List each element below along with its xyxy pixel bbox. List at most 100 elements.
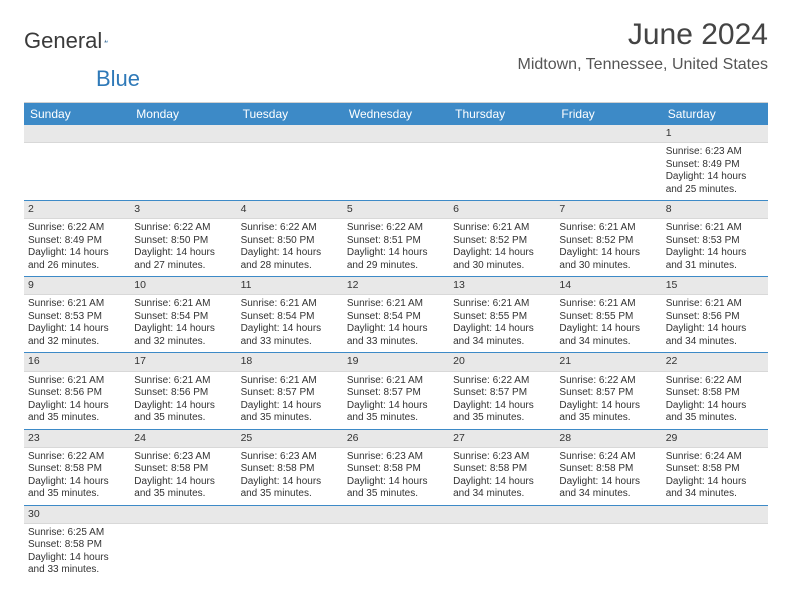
sunset-text: Sunset: 8:53 PM [28,311,126,324]
day-cell: 21Sunrise: 6:22 AMSunset: 8:57 PMDayligh… [555,353,661,428]
sunset-text: Sunset: 8:49 PM [28,235,126,248]
sunrise-text: Sunrise: 6:22 AM [28,451,126,464]
sunset-text: Sunset: 8:58 PM [241,463,339,476]
day-number: 24 [130,430,236,448]
daylight-text: Daylight: 14 hours and 29 minutes. [347,247,445,272]
weeks-container: 1Sunrise: 6:23 AMSunset: 8:49 PMDaylight… [24,125,768,581]
daylight-text: Daylight: 14 hours and 35 minutes. [347,400,445,425]
sunrise-text: Sunrise: 6:21 AM [453,298,551,311]
day-body: Sunrise: 6:23 AMSunset: 8:58 PMDaylight:… [449,448,555,505]
day-body: Sunrise: 6:21 AMSunset: 8:54 PMDaylight:… [343,295,449,352]
day-header-row: SundayMondayTuesdayWednesdayThursdayFrid… [24,103,768,125]
day-cell [449,506,555,581]
week-row: 9Sunrise: 6:21 AMSunset: 8:53 PMDaylight… [24,277,768,353]
sunrise-text: Sunrise: 6:22 AM [241,222,339,235]
sunset-text: Sunset: 8:57 PM [347,387,445,400]
daylight-text: Daylight: 14 hours and 35 minutes. [241,476,339,501]
daylight-text: Daylight: 14 hours and 33 minutes. [347,323,445,348]
day-number [343,125,449,143]
sunrise-text: Sunrise: 6:24 AM [666,451,764,464]
day-header-friday: Friday [555,103,661,125]
day-number [130,125,236,143]
day-body: Sunrise: 6:21 AMSunset: 8:54 PMDaylight:… [237,295,343,352]
day-number: 5 [343,201,449,219]
week-row: 30Sunrise: 6:25 AMSunset: 8:58 PMDayligh… [24,506,768,581]
title-block: June 2024 Midtown, Tennessee, United Sta… [517,18,768,74]
day-body: Sunrise: 6:24 AMSunset: 8:58 PMDaylight:… [662,448,768,505]
day-body: Sunrise: 6:21 AMSunset: 8:56 PMDaylight:… [24,372,130,429]
sunrise-text: Sunrise: 6:21 AM [28,375,126,388]
location: Midtown, Tennessee, United States [517,56,768,74]
day-number: 20 [449,353,555,371]
sunrise-text: Sunrise: 6:21 AM [28,298,126,311]
day-number: 22 [662,353,768,371]
day-cell: 18Sunrise: 6:21 AMSunset: 8:57 PMDayligh… [237,353,343,428]
daylight-text: Daylight: 14 hours and 31 minutes. [666,247,764,272]
day-number [343,506,449,524]
day-cell: 2Sunrise: 6:22 AMSunset: 8:49 PMDaylight… [24,201,130,276]
day-header-sunday: Sunday [24,103,130,125]
daylight-text: Daylight: 14 hours and 27 minutes. [134,247,232,272]
day-cell [237,125,343,200]
calendar: SundayMondayTuesdayWednesdayThursdayFrid… [24,102,768,581]
sunset-text: Sunset: 8:58 PM [666,463,764,476]
daylight-text: Daylight: 14 hours and 35 minutes. [241,400,339,425]
sunset-text: Sunset: 8:55 PM [559,311,657,324]
day-cell: 11Sunrise: 6:21 AMSunset: 8:54 PMDayligh… [237,277,343,352]
day-body: Sunrise: 6:22 AMSunset: 8:57 PMDaylight:… [449,372,555,429]
day-number: 8 [662,201,768,219]
day-header-monday: Monday [130,103,236,125]
day-cell [237,506,343,581]
day-cell: 9Sunrise: 6:21 AMSunset: 8:53 PMDaylight… [24,277,130,352]
sunset-text: Sunset: 8:57 PM [453,387,551,400]
daylight-text: Daylight: 14 hours and 34 minutes. [559,323,657,348]
day-number: 14 [555,277,661,295]
sunrise-text: Sunrise: 6:21 AM [134,375,232,388]
day-body: Sunrise: 6:24 AMSunset: 8:58 PMDaylight:… [555,448,661,505]
day-cell: 30Sunrise: 6:25 AMSunset: 8:58 PMDayligh… [24,506,130,581]
day-number: 1 [662,125,768,143]
day-cell: 15Sunrise: 6:21 AMSunset: 8:56 PMDayligh… [662,277,768,352]
sunrise-text: Sunrise: 6:22 AM [347,222,445,235]
day-body: Sunrise: 6:22 AMSunset: 8:51 PMDaylight:… [343,219,449,276]
day-cell: 3Sunrise: 6:22 AMSunset: 8:50 PMDaylight… [130,201,236,276]
sail-icon [104,31,108,51]
brand-logo: General [24,18,126,54]
day-body: Sunrise: 6:23 AMSunset: 8:58 PMDaylight:… [237,448,343,505]
daylight-text: Daylight: 14 hours and 35 minutes. [134,400,232,425]
sunrise-text: Sunrise: 6:25 AM [28,527,126,540]
day-body: Sunrise: 6:23 AMSunset: 8:49 PMDaylight:… [662,143,768,200]
day-cell: 12Sunrise: 6:21 AMSunset: 8:54 PMDayligh… [343,277,449,352]
day-number: 18 [237,353,343,371]
daylight-text: Daylight: 14 hours and 35 minutes. [666,400,764,425]
daylight-text: Daylight: 14 hours and 25 minutes. [666,171,764,196]
day-body: Sunrise: 6:23 AMSunset: 8:58 PMDaylight:… [343,448,449,505]
day-body: Sunrise: 6:21 AMSunset: 8:57 PMDaylight:… [343,372,449,429]
day-body: Sunrise: 6:21 AMSunset: 8:56 PMDaylight:… [130,372,236,429]
day-body: Sunrise: 6:21 AMSunset: 8:52 PMDaylight:… [555,219,661,276]
daylight-text: Daylight: 14 hours and 34 minutes. [559,476,657,501]
sunrise-text: Sunrise: 6:22 AM [134,222,232,235]
sunset-text: Sunset: 8:58 PM [134,463,232,476]
sunset-text: Sunset: 8:54 PM [347,311,445,324]
sunset-text: Sunset: 8:58 PM [666,387,764,400]
sunset-text: Sunset: 8:58 PM [28,463,126,476]
daylight-text: Daylight: 14 hours and 35 minutes. [28,476,126,501]
day-cell: 10Sunrise: 6:21 AMSunset: 8:54 PMDayligh… [130,277,236,352]
day-number [555,506,661,524]
day-number [449,506,555,524]
sunset-text: Sunset: 8:58 PM [347,463,445,476]
day-cell: 20Sunrise: 6:22 AMSunset: 8:57 PMDayligh… [449,353,555,428]
daylight-text: Daylight: 14 hours and 28 minutes. [241,247,339,272]
daylight-text: Daylight: 14 hours and 33 minutes. [28,552,126,577]
day-header-saturday: Saturday [662,103,768,125]
day-body: Sunrise: 6:22 AMSunset: 8:58 PMDaylight:… [662,372,768,429]
sunset-text: Sunset: 8:56 PM [28,387,126,400]
day-cell: 23Sunrise: 6:22 AMSunset: 8:58 PMDayligh… [24,430,130,505]
day-number: 15 [662,277,768,295]
day-cell [130,506,236,581]
sunset-text: Sunset: 8:52 PM [453,235,551,248]
day-cell: 26Sunrise: 6:23 AMSunset: 8:58 PMDayligh… [343,430,449,505]
day-number: 27 [449,430,555,448]
day-number [449,125,555,143]
